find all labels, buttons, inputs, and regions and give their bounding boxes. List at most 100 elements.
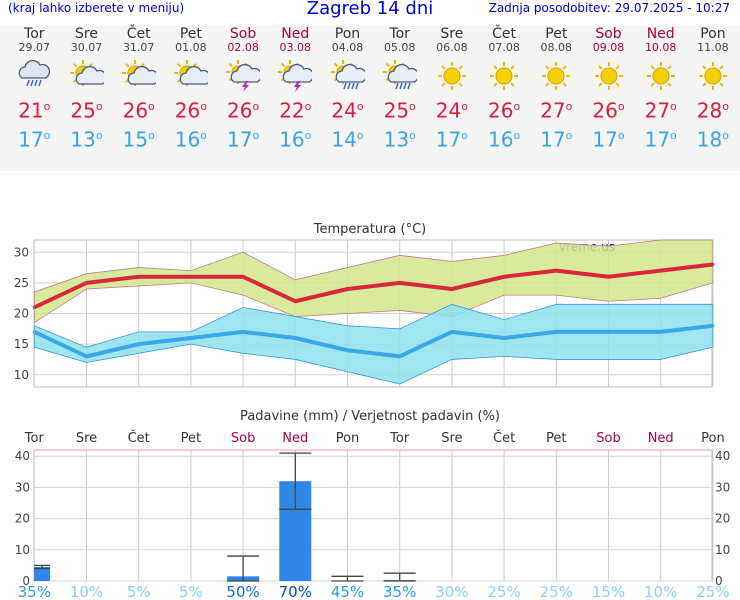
min-temperature-value: 17: [540, 127, 566, 152]
temperature-point: [137, 342, 141, 346]
min-temperature-value: 16: [488, 127, 514, 152]
sun-icon: [435, 60, 469, 92]
max-temperature: 26o: [488, 98, 521, 123]
day-name: Tor: [389, 26, 410, 42]
temperature-point: [85, 354, 88, 358]
precipitation-probability: 35%: [18, 583, 51, 600]
temperature-point: [502, 336, 506, 340]
min-temperature-value: 16: [174, 127, 201, 152]
max-temperature: 24o: [331, 98, 364, 123]
forecast-day[interactable]: Čet 07.08 26o 16o: [478, 26, 530, 151]
min-temperature-value: 18: [696, 127, 723, 152]
x-tick-label: Pet: [181, 431, 201, 446]
min-temperature: 13o: [70, 127, 103, 152]
min-temperature: 18o: [696, 127, 729, 152]
forecast-day[interactable]: Čet 31.07 26o 15o: [113, 26, 165, 151]
day-date: 30.07: [70, 41, 103, 54]
min-temperature: 16o: [174, 127, 207, 152]
max-temperature-value: 26: [592, 98, 618, 123]
forecast-day[interactable]: Ned 10.08 27o 17o: [635, 26, 687, 151]
forecast-day[interactable]: Pon 11.08 28o 18o: [687, 26, 739, 151]
max-temperature-line: [33, 262, 714, 310]
temperature-point: [711, 263, 715, 266]
max-temperature-value: 28: [696, 98, 723, 123]
forecast-day[interactable]: Ned 03.08 22o 16o: [269, 26, 321, 151]
sun-icon: [487, 60, 521, 92]
forecast-day[interactable]: Pet 08.08 27o 17o: [530, 26, 582, 151]
partly-sunny-icon: [69, 60, 107, 92]
day-date: 11.08: [697, 41, 729, 54]
x-tick-label: Čet: [493, 430, 515, 446]
max-temperature: 25o: [383, 98, 416, 123]
sun-icon: [696, 60, 730, 92]
temperature-point: [659, 269, 663, 273]
forecast-day[interactable]: Tor 05.08 25o 13o: [374, 26, 426, 151]
min-temperature: 13o: [383, 127, 416, 152]
temperature-point: [659, 330, 663, 334]
max-temperature-value: 27: [540, 98, 566, 123]
max-temperature: 26o: [592, 98, 625, 123]
forecast-day[interactable]: Sre 06.08 24o 17o: [426, 26, 478, 151]
rain-cloud-icon: [17, 59, 51, 92]
y-tick-label-right: 20: [715, 512, 730, 526]
temperature-point: [32, 305, 36, 309]
max-temperature: 24o: [435, 98, 468, 123]
min-temperature: 17o: [540, 127, 573, 152]
chart-title: Padavine (mm) / Verjetnost padavin (%): [240, 409, 500, 424]
temperature-point: [32, 330, 36, 334]
precipitation-probability: 30%: [435, 583, 468, 600]
temperature-point: [711, 324, 715, 328]
max-temperature: 26o: [122, 98, 155, 123]
max-temperature-value: 25: [383, 98, 410, 123]
day-name: Ned: [281, 26, 310, 42]
precipitation-chart: Padavine (mm) / Verjetnost padavin (%) To…: [15, 409, 731, 600]
day-name: Sre: [440, 26, 464, 42]
last-updated: Zadnja posodobitev: 29.07.2025 - 10:27: [488, 1, 730, 15]
min-temperature-value: 13: [383, 127, 410, 152]
min-temperature: 17o: [592, 127, 625, 152]
min-temperature: 15o: [122, 127, 155, 152]
max-temperature: 21o: [18, 98, 51, 123]
y-tick-label-left: 30: [15, 480, 30, 494]
x-tick-label: Pon: [336, 431, 360, 446]
y-tick-label-right: 10: [715, 543, 730, 557]
sun-rain-cloud-icon: [330, 60, 367, 92]
y-tick-label-right: 30: [715, 480, 730, 494]
day-name: Pon: [700, 26, 726, 42]
sun-icon: [644, 60, 678, 92]
forecast-day[interactable]: Sob 02.08 26o 17o: [217, 26, 269, 151]
forecast-day[interactable]: Sre 30.07 25o 13o: [61, 26, 113, 151]
temperature-point: [554, 330, 558, 334]
min-temperature-value: 16: [279, 127, 305, 152]
max-temperature: 22o: [279, 98, 312, 123]
min-temperature-value: 15: [122, 127, 149, 152]
max-temperature: 25o: [70, 98, 103, 123]
forecast-day[interactable]: Pon 04.08 24o 14o: [322, 26, 374, 151]
precipitation-probability: 70%: [279, 583, 312, 600]
min-temperature: 16o: [279, 127, 312, 152]
day-date: 05.08: [383, 41, 416, 54]
max-temperature-value: 26: [227, 98, 253, 123]
min-temperature-value: 17: [227, 127, 253, 152]
min-temperature-value: 17: [592, 127, 618, 152]
day-name: Pet: [179, 26, 202, 42]
top-bar: (kraj lahko izberete v meniju) Zagreb 14…: [0, 0, 740, 22]
max-temperature: 28o: [696, 98, 729, 123]
temperature-point: [450, 287, 454, 291]
location-menu-hint[interactable]: (kraj lahko izberete v meniju): [8, 1, 185, 15]
temperature-point: [502, 275, 506, 279]
y-tick-label-right: 0: [715, 574, 723, 588]
temperature-point: [241, 330, 245, 334]
max-temperature-value: 24: [331, 98, 357, 123]
max-temperature-value: 21: [18, 98, 44, 123]
forecast-day[interactable]: Tor 29.07 21o 17o: [8, 26, 60, 151]
day-name: Čet: [126, 26, 151, 42]
day-name: Sre: [75, 26, 98, 42]
forecast-day[interactable]: Pet 01.08 26o 16o: [165, 26, 217, 151]
temperature-point: [189, 336, 193, 340]
min-temperature: 17o: [644, 127, 677, 152]
min-temperature-band: [33, 303, 714, 385]
min-temperature: 16o: [488, 127, 521, 152]
precipitation-probability: 25%: [540, 583, 573, 600]
forecast-day[interactable]: Sob 09.08 26o 17o: [583, 26, 635, 151]
